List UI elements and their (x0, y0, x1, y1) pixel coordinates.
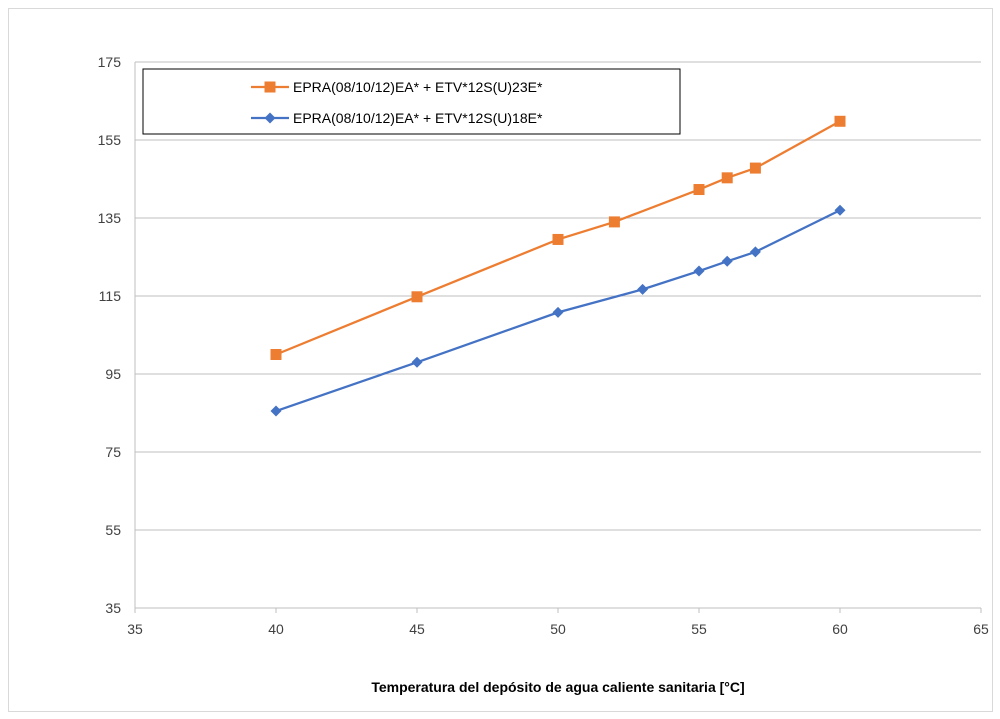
x-tick-label: 60 (832, 621, 848, 637)
y-tick-label: 115 (99, 288, 122, 304)
data-point (749, 162, 761, 174)
y-tick-label: 155 (98, 132, 122, 148)
data-point (270, 405, 282, 417)
data-point (693, 184, 705, 196)
data-point (411, 356, 423, 368)
legend-label: EPRA(08/10/12)EA* + ETV*12S(U)23E* (293, 79, 543, 95)
x-tick-label: 50 (550, 621, 566, 637)
legend: EPRA(08/10/12)EA* + ETV*12S(U)23E* EPRA(0… (142, 68, 681, 135)
legend-marker (264, 81, 276, 93)
y-tick-label: 35 (105, 600, 121, 616)
data-point (637, 283, 649, 295)
x-tick-label: 55 (691, 621, 707, 637)
data-point (749, 246, 761, 258)
data-point (552, 233, 564, 245)
x-tick-label: 45 (409, 621, 425, 637)
gridlines (135, 61, 981, 531)
series-2 (270, 204, 846, 417)
series-group (270, 115, 846, 417)
x-tick-labels: 35 40 45 50 55 60 65 (127, 621, 989, 637)
legend-entry-1: EPRA(08/10/12)EA* + ETV*12S(U)23E* (251, 79, 543, 95)
data-point (270, 349, 282, 360)
y-tick-labels: 35 55 75 95 115 135 155 175 (98, 54, 122, 616)
y-tick-label: 135 (98, 210, 122, 226)
legend-box (142, 68, 681, 135)
data-point (834, 204, 846, 216)
data-point (721, 172, 733, 184)
data-point (834, 115, 846, 127)
x-tick-label: 40 (268, 621, 284, 637)
y-tick-label: 55 (105, 522, 121, 538)
x-tick-label: 35 (127, 621, 143, 637)
data-point (721, 255, 733, 267)
data-point (552, 306, 564, 318)
x-tick-label: 65 (973, 621, 989, 637)
data-point (608, 216, 620, 228)
series-1 (270, 115, 846, 360)
data-point (411, 291, 423, 303)
y-tick-label: 175 (98, 54, 122, 70)
x-axis-label: Temperatura del depósito de agua calient… (371, 679, 744, 695)
legend-label: EPRA(08/10/12)EA* + ETV*12S(U)18E* (293, 110, 543, 126)
legend-entry-2: EPRA(08/10/12)EA* + ETV*12S(U)18E* (251, 110, 543, 126)
data-point (693, 265, 705, 277)
series-2-line (275, 209, 841, 413)
y-tick-label: 95 (105, 366, 121, 382)
legend-marker (264, 112, 276, 124)
axes (134, 62, 982, 613)
y-tick-label: 75 (105, 444, 121, 460)
